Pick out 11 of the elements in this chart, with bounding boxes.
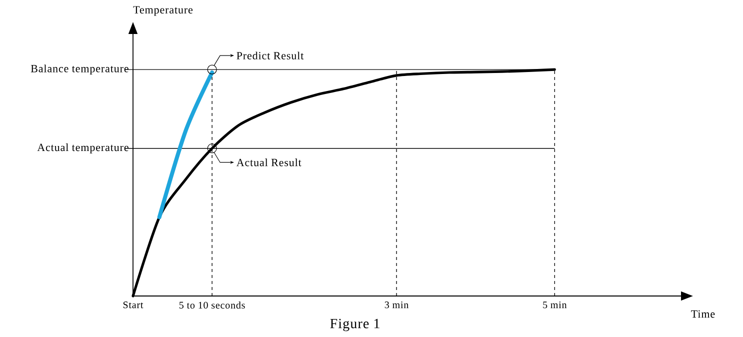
- ref-line-label: Actual temperature: [37, 143, 128, 154]
- x-tick-label: 3 min: [384, 302, 408, 308]
- y-axis-title: Temperature: [133, 6, 193, 16]
- annotation: Predict Result: [236, 52, 304, 60]
- caption: Figure 1: [330, 318, 380, 332]
- x-tick-label: 5 min: [543, 302, 567, 308]
- x-axis-title: Time: [691, 310, 715, 318]
- x-tick-label: Start: [123, 302, 144, 308]
- x-tick-label: 5 to 10 seconds: [179, 302, 245, 309]
- ref-line-label: Balance temperature: [30, 64, 128, 75]
- annotation: Actual Result: [236, 158, 302, 166]
